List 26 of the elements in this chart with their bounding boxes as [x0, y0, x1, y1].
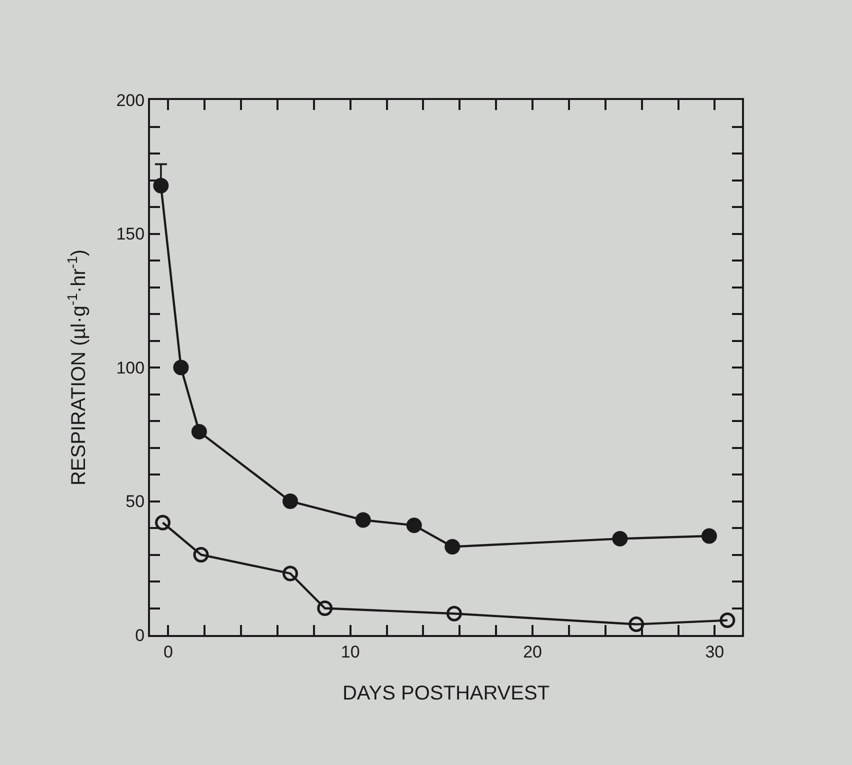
point: [282, 494, 298, 509]
point: [612, 530, 628, 546]
point: [355, 512, 371, 528]
point: [446, 606, 462, 622]
x-tick-label: 0: [163, 642, 173, 662]
point: [628, 616, 644, 632]
point: [720, 612, 736, 628]
point: [444, 538, 460, 554]
point: [701, 528, 717, 544]
point: [173, 360, 189, 376]
y-tick-label: 50: [126, 492, 145, 512]
point: [153, 178, 169, 194]
point: [155, 514, 170, 530]
point: [282, 566, 298, 582]
x-tick-label: 20: [523, 642, 542, 662]
y-tick-label: 100: [116, 358, 145, 378]
point: [406, 518, 422, 534]
point: [193, 547, 209, 562]
y-tick-label: 0: [135, 626, 145, 645]
x-tick-label: 30: [705, 642, 724, 662]
point: [317, 600, 333, 616]
x-tick-label: 10: [340, 642, 360, 662]
x-axis-title: DAYS POSTHARVEST: [342, 682, 550, 704]
y-tick-label: 200: [116, 90, 145, 110]
point: [191, 424, 207, 440]
y-tick-label: 150: [116, 224, 145, 244]
